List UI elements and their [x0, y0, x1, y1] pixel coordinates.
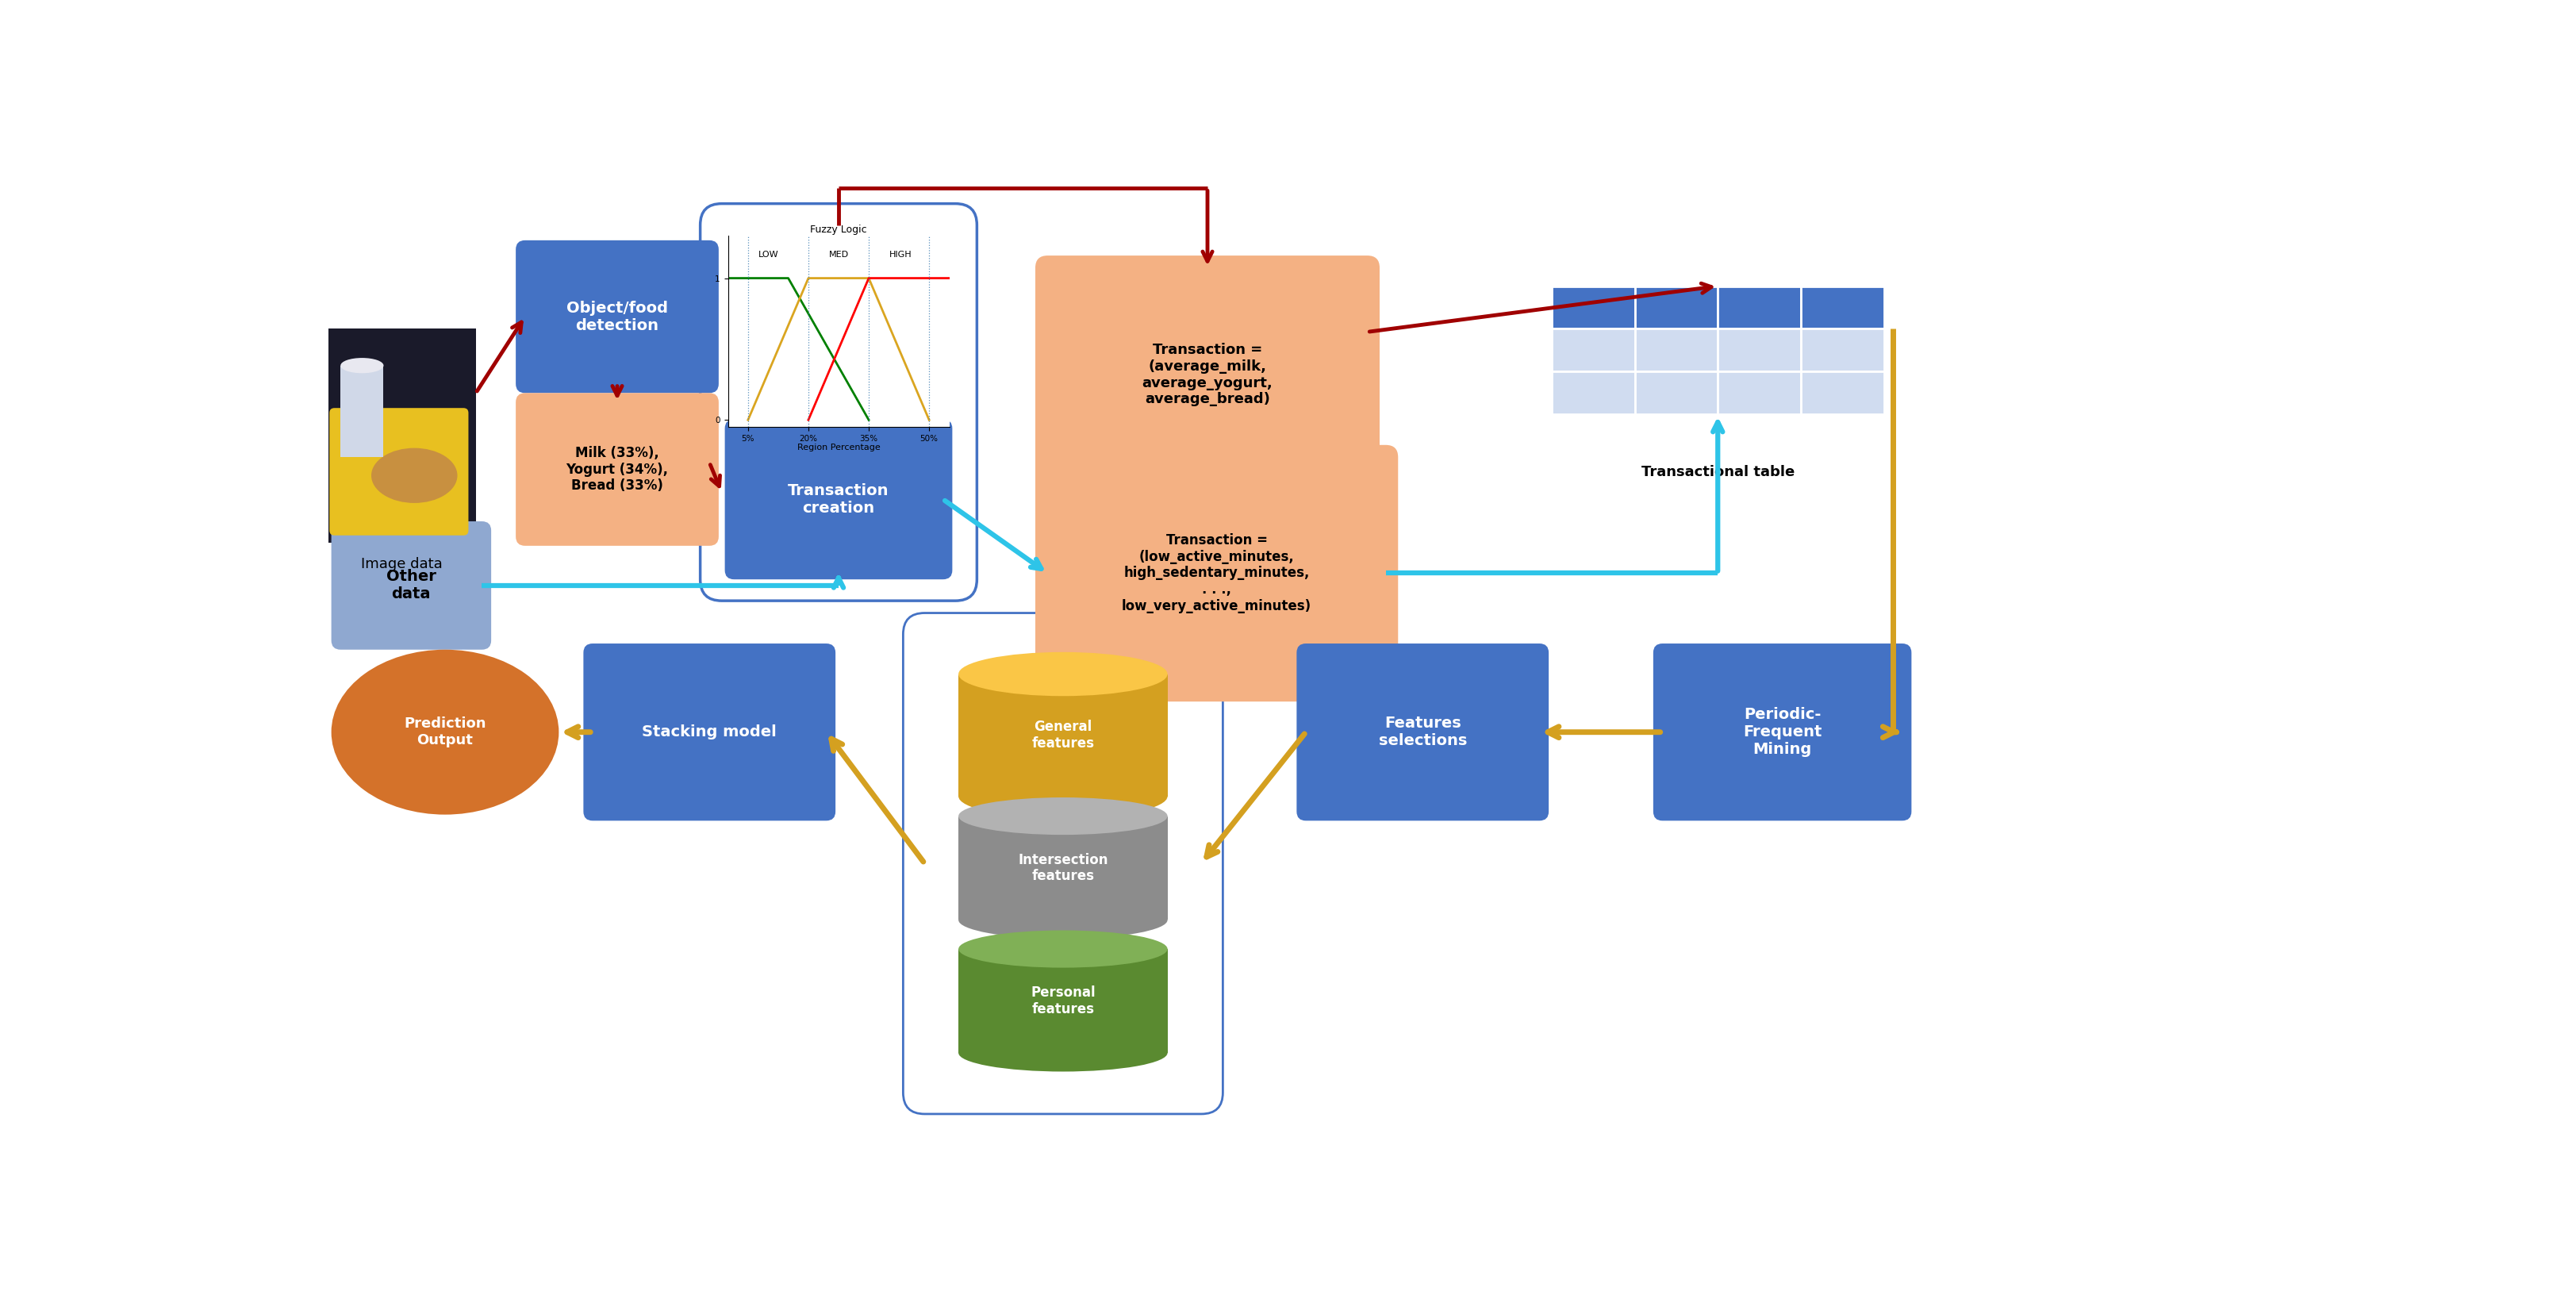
FancyBboxPatch shape — [1036, 445, 1399, 702]
Ellipse shape — [958, 774, 1167, 819]
FancyBboxPatch shape — [724, 419, 953, 579]
Text: General
features: General features — [1030, 719, 1095, 751]
Bar — [1551, 286, 1633, 329]
Bar — [340, 365, 384, 457]
Bar — [1801, 329, 1883, 372]
Bar — [1551, 329, 1633, 372]
Text: Periodic-
Frequent
Mining: Periodic- Frequent Mining — [1741, 707, 1821, 757]
FancyBboxPatch shape — [1036, 255, 1378, 494]
FancyBboxPatch shape — [515, 240, 719, 393]
Text: Transaction
creation: Transaction creation — [788, 483, 889, 516]
FancyBboxPatch shape — [1296, 643, 1548, 820]
FancyBboxPatch shape — [1654, 643, 1911, 820]
Bar — [1633, 372, 1718, 414]
FancyBboxPatch shape — [902, 613, 1224, 1114]
Text: Other
data: Other data — [386, 570, 435, 601]
FancyBboxPatch shape — [701, 203, 976, 601]
Bar — [958, 675, 1167, 796]
Text: Prediction
Output: Prediction Output — [404, 717, 487, 748]
Bar — [958, 948, 1167, 1053]
Bar — [958, 816, 1167, 920]
Text: Transaction =
(low_active_minutes,
high_sedentary_minutes,
. . .,
low_very_activ: Transaction = (low_active_minutes, high_… — [1121, 533, 1311, 613]
Bar — [1633, 286, 1718, 329]
FancyBboxPatch shape — [332, 521, 492, 650]
Text: Image data: Image data — [361, 557, 443, 571]
Bar — [1801, 286, 1883, 329]
Bar — [1801, 372, 1883, 414]
Ellipse shape — [958, 1034, 1167, 1072]
Text: Object/food
detection: Object/food detection — [567, 300, 667, 333]
Ellipse shape — [958, 798, 1167, 834]
Text: Transactional table: Transactional table — [1641, 465, 1793, 479]
Bar — [1551, 372, 1633, 414]
Bar — [1718, 329, 1801, 372]
FancyBboxPatch shape — [330, 407, 469, 536]
Ellipse shape — [958, 930, 1167, 968]
Bar — [1718, 372, 1801, 414]
Text: Stacking model: Stacking model — [641, 724, 775, 740]
Ellipse shape — [958, 652, 1167, 696]
Bar — [1633, 329, 1718, 372]
Ellipse shape — [371, 448, 456, 503]
Text: Transaction =
(average_milk,
average_yogurt,
average_bread): Transaction = (average_milk, average_yog… — [1141, 343, 1273, 406]
Ellipse shape — [332, 650, 559, 815]
Text: Features
selections: Features selections — [1378, 715, 1466, 748]
Bar — [1718, 286, 1801, 329]
Text: Milk (33%),
Yogurt (34%),
Bread (33%): Milk (33%), Yogurt (34%), Bread (33%) — [567, 445, 667, 493]
FancyBboxPatch shape — [582, 643, 835, 820]
Text: Personal
features: Personal features — [1030, 985, 1095, 1017]
Ellipse shape — [958, 901, 1167, 939]
FancyBboxPatch shape — [515, 393, 719, 546]
Text: Intersection
features: Intersection features — [1018, 853, 1108, 883]
Bar — [327, 329, 477, 542]
Ellipse shape — [340, 358, 384, 373]
